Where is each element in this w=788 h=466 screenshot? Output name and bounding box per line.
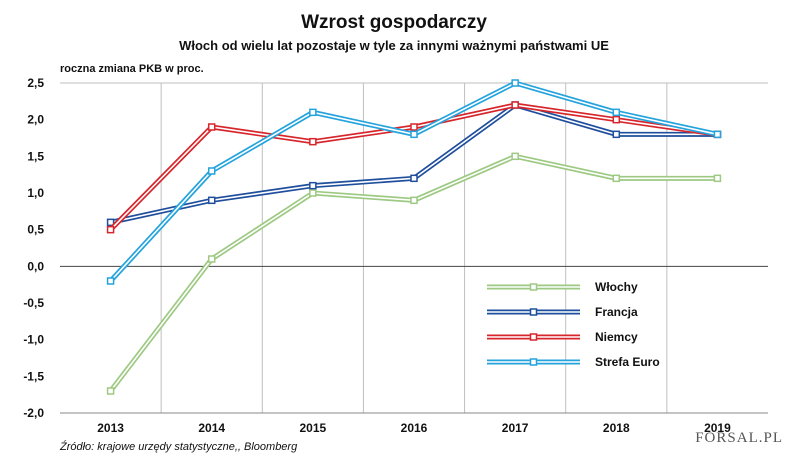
legend-marker bbox=[529, 308, 538, 316]
legend-marker bbox=[529, 283, 538, 291]
grid-lines bbox=[60, 82, 768, 414]
y-tick-label: -0,5 bbox=[23, 296, 44, 310]
data-point bbox=[309, 189, 317, 197]
data-point bbox=[410, 196, 418, 205]
legend-label: Włochy bbox=[595, 280, 638, 294]
source-note: Źródło: krajowe urzędy statystyczne,, Bl… bbox=[59, 440, 298, 453]
y-tick-label: 1,0 bbox=[27, 186, 44, 200]
x-axis-ticks: 2013 2014 2015 2016 2017 2018 2019 bbox=[97, 421, 731, 435]
data-point bbox=[410, 123, 418, 131]
data-point bbox=[612, 115, 621, 124]
series-strefa-euro bbox=[106, 79, 722, 285]
y-tick-label: -1,5 bbox=[23, 369, 44, 383]
legend-marker bbox=[529, 333, 538, 341]
data-point bbox=[511, 101, 519, 109]
y-tick-label: -2,0 bbox=[23, 406, 44, 420]
data-point bbox=[309, 137, 317, 146]
chart-title: Wzrost gospodarczy bbox=[301, 12, 487, 33]
data-point bbox=[410, 174, 418, 183]
data-point bbox=[207, 255, 216, 263]
series-lines bbox=[106, 79, 722, 395]
data-point bbox=[612, 130, 621, 139]
legend: Włochy Francja Niemcy Strefa Euro bbox=[487, 280, 660, 369]
y-tick-label: 2,5 bbox=[27, 76, 44, 90]
x-tick-label: 2018 bbox=[603, 421, 630, 435]
data-point bbox=[713, 130, 722, 139]
data-point bbox=[612, 108, 621, 117]
data-point bbox=[410, 130, 418, 139]
publisher-logo: FORSAL.PL bbox=[695, 430, 783, 446]
y-tick-label: 2,0 bbox=[27, 113, 44, 127]
data-point bbox=[511, 79, 519, 87]
data-point bbox=[106, 277, 115, 285]
series-włochy bbox=[106, 152, 722, 395]
data-point bbox=[207, 123, 216, 131]
legend-item: Niemcy bbox=[487, 330, 638, 344]
x-tick-label: 2019 bbox=[704, 421, 731, 435]
data-point bbox=[309, 181, 317, 190]
y-axis-ticks: 2,5 2,0 1,5 1,0 0,5 0,0 -0,5 -1,0 -1,5 -2,0 bbox=[23, 76, 44, 420]
data-point bbox=[106, 225, 115, 234]
data-point bbox=[713, 174, 722, 183]
legend-item: Włochy bbox=[487, 280, 638, 294]
x-tick-label: 2013 bbox=[97, 421, 124, 435]
data-point bbox=[207, 167, 216, 175]
legend-label: Francja bbox=[595, 305, 638, 319]
data-point bbox=[309, 108, 317, 117]
data-point bbox=[511, 152, 519, 161]
data-point bbox=[106, 218, 115, 227]
x-tick-label: 2016 bbox=[401, 421, 428, 435]
series-niemcy bbox=[106, 101, 722, 234]
legend-label: Strefa Euro bbox=[595, 355, 660, 369]
chart-subtitle: Włoch od wielu lat pozostaje w tyle za i… bbox=[179, 38, 609, 53]
y-tick-label: -1,0 bbox=[23, 333, 44, 347]
legend-label: Niemcy bbox=[595, 330, 638, 344]
y-tick-label: 0,5 bbox=[27, 223, 44, 237]
data-point bbox=[207, 196, 216, 205]
x-tick-label: 2014 bbox=[198, 421, 225, 435]
data-point bbox=[612, 174, 621, 183]
legend-marker bbox=[529, 358, 538, 366]
x-tick-label: 2015 bbox=[300, 421, 327, 435]
legend-item: Strefa Euro bbox=[487, 355, 660, 369]
y-tick-label: 0,0 bbox=[27, 259, 44, 273]
y-tick-label: 1,5 bbox=[27, 149, 44, 163]
data-point bbox=[106, 387, 115, 395]
legend-item: Francja bbox=[487, 305, 638, 319]
y-axis-unit-label: roczna zmiana PKB w proc. bbox=[60, 63, 204, 75]
x-tick-label: 2017 bbox=[502, 421, 529, 435]
